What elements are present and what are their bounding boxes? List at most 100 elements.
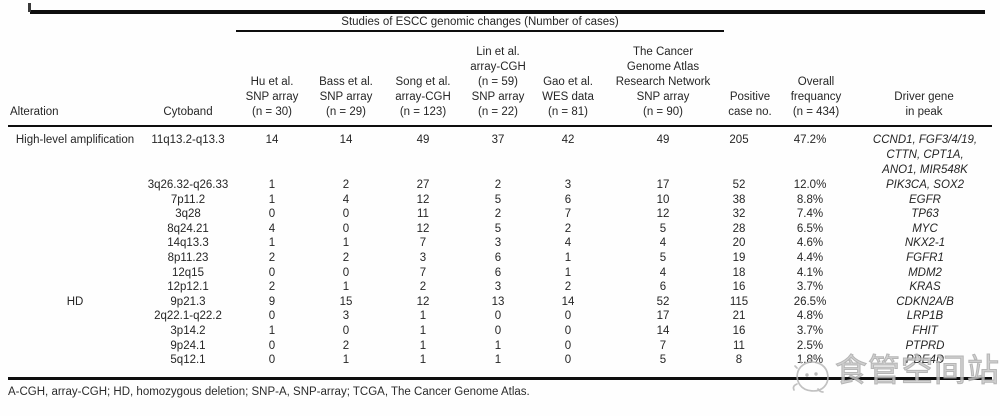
cell-alteration [8, 222, 140, 237]
col-header-bass: Bass et al. SNP array (n = 29) [308, 31, 384, 127]
table-row: 3p14.2 1 0 1 0 0 14 16 3.7% FHIT [8, 324, 992, 339]
cell-hu: 0 [268, 266, 276, 279]
cell-hu: 0 [268, 208, 276, 221]
cell-hu: 9 [268, 295, 276, 308]
cell-alteration [8, 353, 140, 368]
table-row: 14q13.3 1 1 7 3 4 4 20 4.6% NKX2-1 [8, 236, 992, 251]
driver-gene-list: CCND1, FGF3/4/19, CTTN, CPT1A, ANO1, MIR… [872, 134, 978, 176]
cell-lin: 1 [494, 354, 502, 367]
top-rule [30, 10, 985, 14]
cell-alteration: HD [66, 295, 84, 308]
cell-driver-gene: TP63 [911, 208, 939, 221]
cell-bass: 2 [342, 339, 350, 352]
cell-cytoband: 3q28 [175, 208, 201, 221]
cell-alteration [8, 324, 140, 339]
cell-hu: 2 [268, 281, 276, 294]
col-header-lin: Lin et al. array-CGH (n = 59) SNP array … [462, 31, 534, 127]
cell-positive: 18 [732, 266, 746, 279]
cell-gao: 14 [561, 295, 575, 308]
cell-driver-gene: KRAS [909, 281, 941, 294]
cell-lin: 1 [494, 339, 502, 352]
cell-tcga: 7 [659, 339, 667, 352]
cell-driver-gene: PTPRD [905, 339, 945, 352]
cell-hu: 1 [268, 193, 276, 206]
cell-positive: 16 [732, 281, 746, 294]
cell-overall: 4.1% [796, 266, 824, 279]
cell-tcga: 4 [659, 266, 667, 279]
bottom-rule [8, 367, 992, 380]
cell-tcga: 4 [659, 237, 667, 250]
cell-alteration [8, 178, 140, 193]
table-row: 12q15 0 0 7 6 1 4 18 4.1% MDM2 [8, 266, 992, 281]
cell-alteration [8, 309, 140, 324]
cell-alteration [8, 339, 140, 354]
cell-cytoband: 9p24.1 [170, 339, 206, 352]
cell-tcga: 17 [656, 310, 670, 323]
column-header-row: Alteration Cytoband Hu et al. SNP array … [8, 31, 992, 127]
cell-tcga: 5 [659, 354, 667, 367]
cell-alteration [8, 207, 140, 222]
cell-bass: 2 [342, 179, 350, 191]
cell-tcga: 52 [656, 295, 670, 308]
cell-bass: 1 [342, 281, 350, 294]
table-row: 5q12.1 0 1 1 1 0 5 8 1.8% PDE4D [8, 353, 992, 368]
cell-positive: 115 [729, 295, 749, 308]
cell-gao: 7 [564, 208, 572, 221]
spanner-row: Studies of ESCC genomic changes (Number … [8, 14, 992, 32]
col-header-positive: Positive case no. [724, 31, 776, 127]
cell-tcga: 17 [656, 179, 670, 191]
cell-positive: 11 [733, 339, 745, 352]
cell-overall: 7.4% [796, 208, 824, 221]
table-row: 9p24.1 0 2 1 1 0 7 11 2.5% PTPRD [8, 339, 992, 354]
cell-bass: 0 [342, 266, 350, 279]
cell-overall: 8.8% [796, 193, 824, 206]
col-header-hu: Hu et al. SNP array (n = 30) [236, 31, 308, 127]
escc-cnv-table: Studies of ESCC genomic changes (Number … [8, 14, 992, 380]
cell-tcga: 5 [659, 251, 667, 264]
studies-spanner-header: Studies of ESCC genomic changes (Number … [236, 14, 724, 32]
cell-overall: 26.5% [793, 295, 827, 308]
cell-driver-gene: EGFR [909, 193, 941, 206]
cell-alteration [8, 280, 140, 295]
cell-lin: 3 [494, 281, 502, 294]
cell-lin: 2 [494, 179, 502, 191]
cell-alteration [8, 193, 140, 208]
cell-alteration [8, 266, 140, 281]
cell-alteration [8, 236, 140, 251]
cell-gao: 0 [564, 324, 572, 337]
cell-song: 12 [416, 193, 430, 206]
table-row: 12p12.1 2 1 2 3 2 6 16 3.7% KRAS [8, 280, 992, 295]
table-row: 7p11.2 1 4 12 5 6 10 38 8.8% EGFR [8, 193, 992, 208]
cell-tcga: 6 [659, 281, 667, 294]
cell-song: 27 [416, 179, 430, 191]
cell-cytoband: 11q13.2-q13.3 [151, 134, 225, 146]
cell-song: 1 [419, 310, 427, 323]
cell-driver-gene: MDM2 [908, 266, 942, 279]
cell-positive: 19 [732, 251, 746, 264]
cell-cytoband: 2q22.1-q22.2 [154, 310, 222, 323]
cell-tcga: 10 [656, 193, 670, 206]
cell-cytoband: 12q15 [172, 266, 204, 279]
cell-driver-gene: FHIT [912, 324, 938, 337]
col-header-alteration: Alteration [8, 31, 140, 127]
cell-lin: 3 [494, 237, 502, 250]
cell-gao: 0 [564, 310, 572, 323]
cell-bass: 0 [342, 324, 350, 337]
cell-overall: 12.0% [793, 179, 827, 191]
cell-bass: 1 [342, 354, 350, 367]
table-row: High-level amplification 11q13.2-q13.3 1… [8, 126, 992, 178]
cell-overall: 4.4% [796, 251, 824, 264]
cell-gao: 2 [564, 281, 572, 294]
cell-bass: 1 [342, 237, 350, 250]
cell-hu: 14 [265, 134, 279, 146]
cell-cytoband: 8p11.23 [167, 251, 209, 264]
col-header-driver: Driver gene in peak [856, 31, 992, 127]
cell-overall: 3.7% [796, 281, 824, 294]
cell-overall: 6.5% [796, 222, 824, 235]
scan-tick-artifact [28, 3, 31, 12]
bottom-rule-row [8, 367, 992, 380]
cell-positive: 8 [735, 354, 743, 367]
col-header-tcga: The Cancer Genome Atlas Research Network… [602, 31, 724, 127]
cell-positive: 38 [732, 193, 746, 206]
cell-song: 7 [419, 237, 427, 250]
